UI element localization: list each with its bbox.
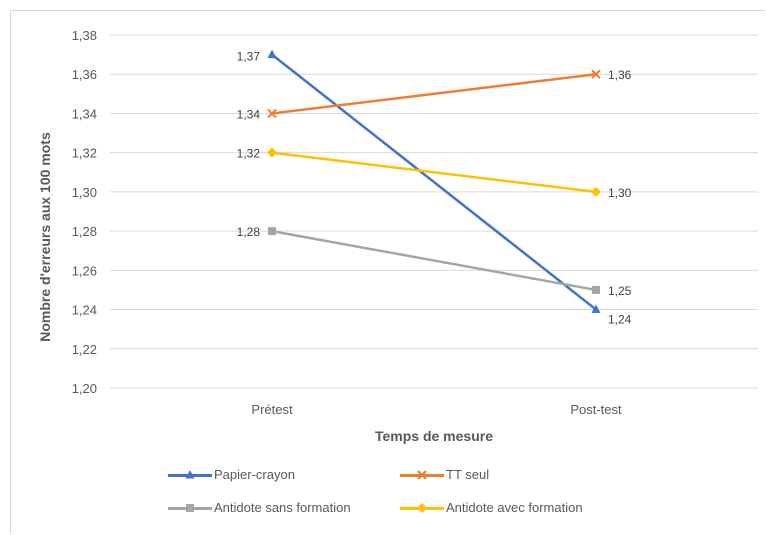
- data-point-marker: [267, 49, 277, 59]
- legend-item: TT seul: [400, 467, 489, 482]
- data-label: 1,36: [608, 68, 632, 82]
- chart-frame: [10, 10, 765, 534]
- data-point-marker: [267, 147, 277, 158]
- data-point-marker: [268, 227, 276, 236]
- series-antidote-sans-formation: [268, 227, 600, 294]
- legend-swatch: [168, 468, 212, 482]
- legend-label: Antidote sans formation: [214, 500, 351, 515]
- data-point-marker: [267, 108, 277, 119]
- data-point-marker: [592, 285, 600, 294]
- y-tick-label: 1,28: [72, 224, 97, 239]
- legend-marker: [417, 469, 427, 480]
- legend-label: TT seul: [446, 467, 490, 482]
- y-tick-label: 1,34: [72, 106, 97, 121]
- x-axis-title: Temps de mesure: [375, 428, 493, 444]
- legend-swatch: [168, 501, 212, 515]
- series-line: [271, 229, 597, 292]
- x-tick-labels: Prétest Post-test: [251, 402, 622, 417]
- y-tick-label: 1,26: [72, 263, 97, 278]
- legend-item: Antidote avec formation: [400, 500, 583, 515]
- legend-marker: [186, 503, 194, 512]
- data-point-marker: [591, 186, 601, 197]
- y-tick-label: 1,32: [72, 146, 97, 161]
- series-line: [271, 72, 597, 115]
- legend-item: Papier-crayon: [168, 467, 295, 482]
- legend-swatch: [400, 468, 444, 482]
- data-labels: 1,37 1,24 1,34 1,36 1,28 1,25 1,32 1,30: [237, 50, 632, 327]
- legend-label: Papier-crayon: [214, 467, 295, 482]
- legend-swatch: [400, 501, 444, 515]
- data-label: 1,32: [237, 147, 261, 161]
- y-axis-title: Nombre d'erreurs aux 100 mots: [37, 132, 53, 342]
- line-chart: 1,20 1,22 1,24 1,26 1,28 1,30 1,32 1,34 1,36 1,38…: [37, 28, 758, 444]
- data-label: 1,24: [608, 313, 632, 327]
- series-lines: [267, 49, 601, 314]
- data-label: 1,30: [608, 186, 632, 200]
- x-tick-label: Post-test: [570, 402, 622, 417]
- data-point-marker: [591, 69, 601, 79]
- series-line: [271, 53, 597, 311]
- y-tick-label: 1,38: [72, 28, 97, 43]
- data-label: 1,28: [237, 225, 261, 239]
- legend-item: Antidote sans formation: [168, 500, 351, 515]
- series-papier-crayon: [267, 49, 601, 314]
- legend-label: Antidote avec formation: [446, 500, 583, 515]
- legend-marker: [185, 469, 195, 478]
- data-label: 1,37: [237, 50, 261, 64]
- data-label: 1,25: [608, 284, 632, 298]
- series-line: [271, 151, 597, 194]
- y-tick-label: 1,24: [72, 303, 97, 318]
- legend-marker: [417, 502, 427, 513]
- y-tick-label: 1,20: [72, 381, 97, 396]
- gridlines: [110, 34, 758, 389]
- y-tick-labels: 1,20 1,22 1,24 1,26 1,28 1,30 1,32 1,34 1,36 1,38: [72, 28, 97, 396]
- data-label: 1,34: [237, 107, 261, 121]
- series-tt-seul: [267, 69, 601, 119]
- y-tick-label: 1,30: [72, 185, 97, 200]
- y-tick-label: 1,22: [72, 342, 97, 357]
- data-point-marker: [591, 304, 601, 314]
- series-antidote-avec-formation: [267, 147, 601, 197]
- y-tick-label: 1,36: [72, 67, 97, 82]
- x-tick-label: Prétest: [251, 402, 293, 417]
